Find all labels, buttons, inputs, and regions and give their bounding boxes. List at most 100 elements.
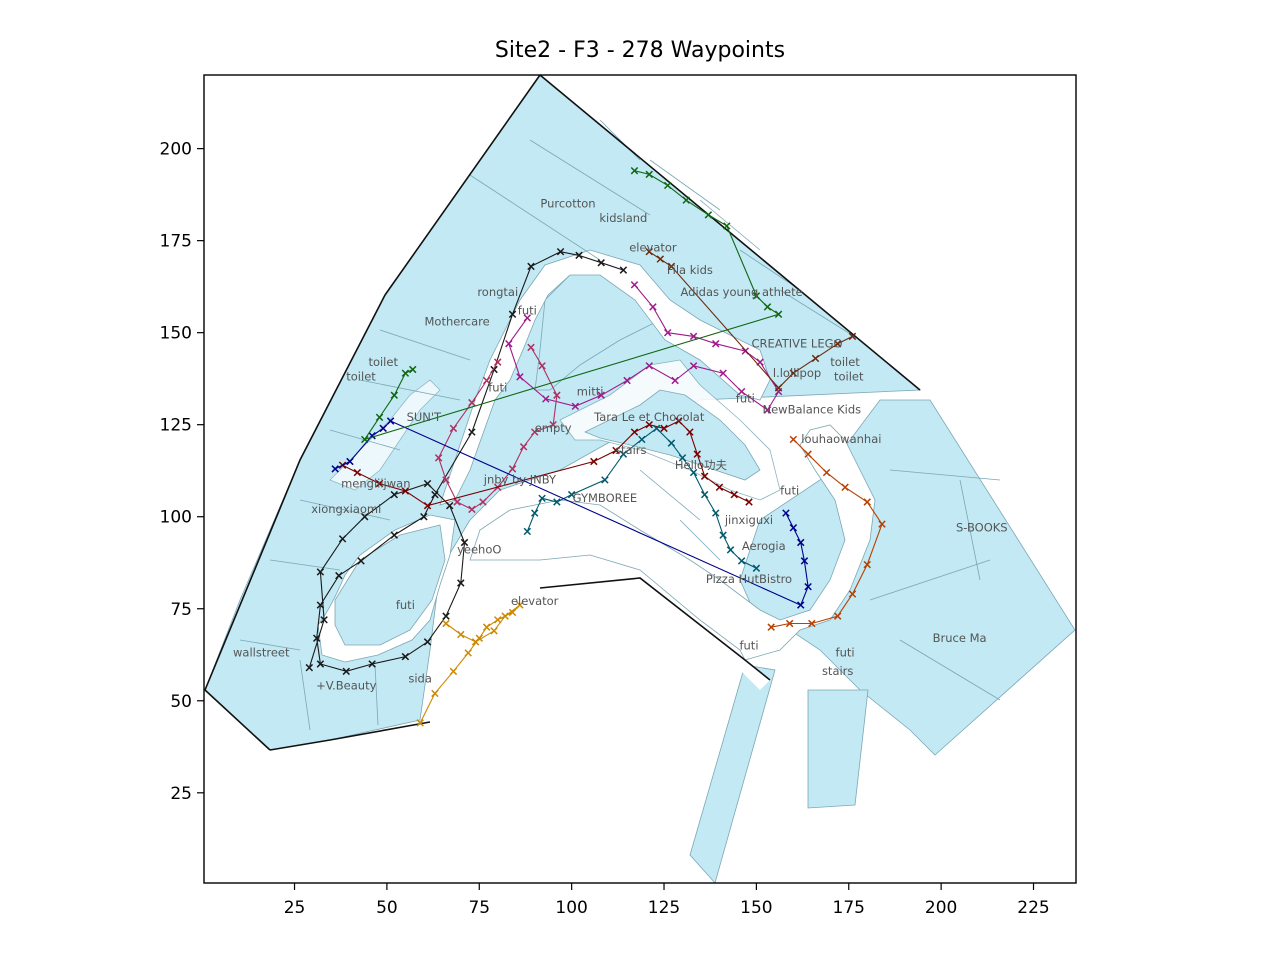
waypoint-marker <box>312 634 321 642</box>
figure-title: Site2 - F3 - 278 Waypoints <box>495 38 785 63</box>
waypoint-path <box>331 417 812 609</box>
waypoint-marker <box>464 649 472 657</box>
waypoint-marker <box>390 490 399 499</box>
waypoint-marker <box>482 623 491 631</box>
waypoint-marker <box>527 343 535 352</box>
waypoint-marker <box>527 262 535 271</box>
waypoint-path <box>416 601 524 727</box>
store-label: toilet <box>830 355 860 369</box>
waypoint-marker <box>597 391 605 399</box>
waypoint-marker <box>508 608 517 617</box>
waypoint-marker <box>523 527 532 536</box>
waypoint-marker <box>508 310 517 319</box>
waypoint-marker <box>567 490 576 499</box>
waypoint-marker <box>863 498 871 506</box>
waypoint-marker <box>442 619 450 628</box>
waypoint-marker <box>590 457 598 466</box>
waypoint-marker <box>689 332 698 341</box>
waypoint-marker <box>460 538 469 547</box>
waypoint-marker <box>457 630 465 639</box>
waypoint-marker <box>745 498 753 506</box>
waypoint-marker <box>719 531 727 539</box>
x-tick-label: 200 <box>925 898 957 918</box>
waypoint-marker <box>841 483 849 492</box>
waypoint-marker <box>368 660 376 668</box>
waypoint-marker <box>789 369 798 377</box>
waypoint-path <box>434 343 561 514</box>
store-label: futi <box>396 598 415 612</box>
x-tick-label: 175 <box>833 898 865 918</box>
waypoint-marker <box>331 465 339 473</box>
waypoint-marker <box>423 479 432 488</box>
waypoint-marker <box>737 557 746 565</box>
waypoint-marker <box>763 406 772 414</box>
store-label: stairs <box>822 664 853 678</box>
x-tick-label: 50 <box>376 898 398 918</box>
y-tick-label: 50 <box>170 692 192 712</box>
waypoint-marker <box>538 362 546 370</box>
store-label: SUN'T <box>407 410 442 424</box>
floor-plan <box>204 74 1076 884</box>
store-label: kidsland <box>599 211 647 225</box>
x-tick-label: 25 <box>284 898 306 918</box>
waypoint-marker <box>667 262 676 271</box>
waypoint-marker <box>619 450 628 458</box>
store-label: CREATIVE LEGO <box>751 336 842 350</box>
waypoint-marker <box>601 476 609 484</box>
store-label: futi <box>836 646 855 660</box>
waypoint-marker <box>316 601 325 609</box>
waypoint-marker <box>848 332 857 341</box>
x-axis: 25 50 75 100 125 150 175 200 225 <box>284 883 1050 918</box>
store-label: sida <box>408 671 432 685</box>
waypoint-marker <box>490 627 498 635</box>
waypoint-marker <box>689 362 698 370</box>
store-label: Pizza HutBistro <box>706 572 792 586</box>
waypoint-marker <box>833 339 842 348</box>
waypoint-marker <box>848 590 857 598</box>
waypoint-marker <box>423 638 432 646</box>
waypoint-marker <box>704 211 713 219</box>
waypoint-marker <box>630 281 639 289</box>
waypoint-marker <box>796 538 805 547</box>
x-tick-label: 125 <box>648 898 680 918</box>
waypoint-marker <box>712 509 720 517</box>
waypoint-marker <box>656 255 665 263</box>
waypoint-marker <box>553 391 561 399</box>
store-label-layer: Purcotton kidsland elevator Fila kids Adidas… <box>233 197 1008 693</box>
waypoint-marker <box>379 424 387 433</box>
waypoint-marker <box>420 513 428 521</box>
store-label: xiongxiaomi <box>311 502 381 516</box>
waypoint-path <box>360 166 783 444</box>
waypoint-marker <box>416 719 424 727</box>
waypoint-marker <box>863 560 871 569</box>
waypoint-marker <box>712 339 720 348</box>
waypoint-marker <box>638 435 646 444</box>
store-label: futi <box>518 303 537 317</box>
waypoint-marker <box>645 170 653 179</box>
waypoint-marker <box>833 612 842 620</box>
store-label: Hello功夫 <box>675 458 728 472</box>
waypoint-marker <box>316 660 325 668</box>
plot-area: Purcotton kidsland elevator Fila kids Adidas… <box>203 74 1077 884</box>
store-label: Fila kids <box>667 263 713 277</box>
waypoint-marker <box>457 579 465 587</box>
store-label: elevator <box>629 241 677 255</box>
waypoint-marker <box>431 689 439 698</box>
waypoint-marker <box>360 513 369 521</box>
x-tick-label: 150 <box>740 898 772 918</box>
waypoint-marker <box>501 612 509 620</box>
waypoint-marker <box>686 428 694 436</box>
waypoint-marker <box>494 616 502 624</box>
store-label: mitti <box>577 384 604 398</box>
waypoint-marker <box>449 424 458 433</box>
waypoint-marker <box>508 465 517 473</box>
waypoint-marker <box>796 601 805 609</box>
store-label: Bruce Ma <box>933 631 987 645</box>
waypoint-marker <box>667 439 676 447</box>
store-label: l.lollipop <box>773 366 821 380</box>
waypoint-marker <box>375 413 384 422</box>
waypoint-marker <box>353 468 362 477</box>
store-label: S-BOOKS <box>956 520 1008 534</box>
waypoint-marker <box>468 428 476 436</box>
